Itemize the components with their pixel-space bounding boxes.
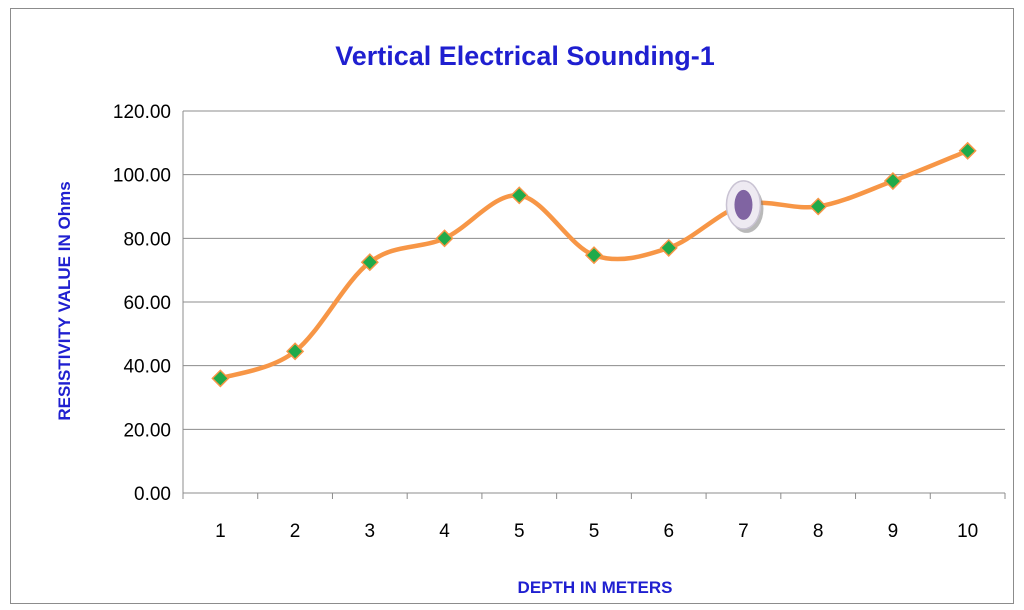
y-tick-label: 40.00 xyxy=(123,357,171,378)
y-tick-label: 80.00 xyxy=(123,229,171,250)
y-tick-label: 0.00 xyxy=(134,484,171,505)
y-tick-label: 60.00 xyxy=(123,293,171,314)
series-line-group xyxy=(218,148,970,381)
tick-labels: 0.00 20.00 40.00 60.00 80.00 100.00 120.00 1 2 3 4… xyxy=(113,102,978,542)
data-point-marker xyxy=(211,369,230,388)
x-tick-label: 5 xyxy=(514,521,525,542)
y-axis-title: RESISTIVITY VALUE IN Ohms xyxy=(55,181,74,420)
x-tick-label: 5 xyxy=(589,521,600,542)
data-markers xyxy=(211,141,977,388)
data-point-marker xyxy=(883,171,902,191)
gridlines xyxy=(183,110,1005,430)
x-tick-label: 3 xyxy=(365,521,376,542)
x-axis-title: DEPTH IN METERS xyxy=(518,578,673,597)
highlight-core xyxy=(734,189,753,220)
data-point-marker xyxy=(360,253,379,272)
chart-svg: Vertical Electrical Sounding-1 RESISTIVI… xyxy=(55,41,1006,597)
y-tick-label: 100.00 xyxy=(113,166,171,187)
x-tick-label: 9 xyxy=(888,521,899,542)
data-point-marker xyxy=(958,141,977,160)
chart-area: Vertical Electrical Sounding-1 RESISTIVI… xyxy=(10,8,1014,604)
x-tick-label: 6 xyxy=(663,521,674,542)
x-tick-label: 1 xyxy=(215,521,226,542)
x-tick-label: 7 xyxy=(738,521,749,542)
x-tick-label: 2 xyxy=(290,521,301,542)
chart-title: Vertical Electrical Sounding-1 xyxy=(335,41,715,71)
data-point-marker xyxy=(809,197,828,216)
data-point-marker xyxy=(286,342,305,361)
y-tick-label: 20.00 xyxy=(123,420,171,441)
highlighted-point-marker xyxy=(725,180,764,233)
axes xyxy=(182,111,1006,499)
data-point-marker xyxy=(659,238,678,257)
x-tick-label: 4 xyxy=(439,521,450,542)
x-tick-label: 10 xyxy=(957,521,978,542)
series-line xyxy=(218,148,970,381)
data-point-marker xyxy=(510,186,529,205)
y-tick-label: 120.00 xyxy=(113,102,171,123)
data-point-marker xyxy=(584,246,604,265)
data-point-marker xyxy=(435,229,454,248)
x-tick-label: 8 xyxy=(813,521,824,542)
